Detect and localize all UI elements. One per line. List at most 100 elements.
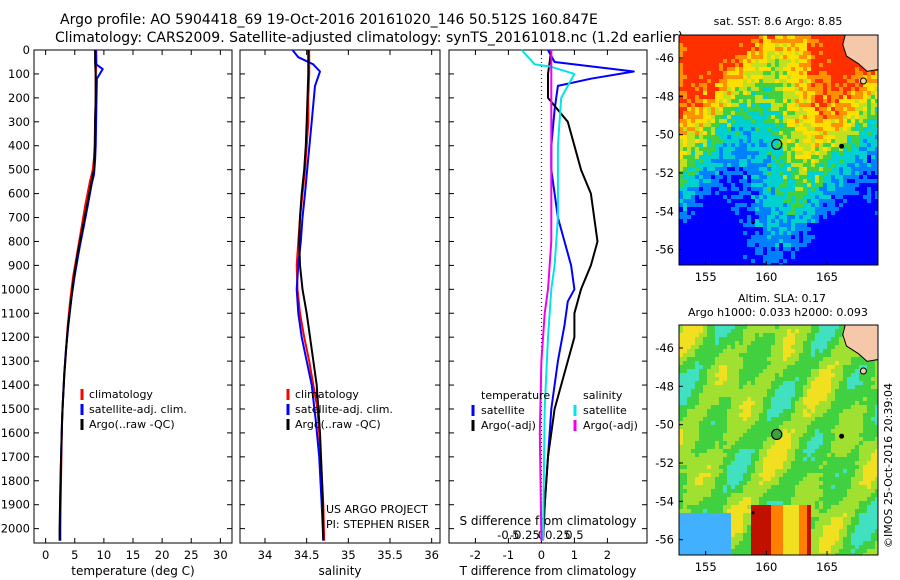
map-cell	[771, 405, 776, 410]
map-cell	[763, 259, 768, 264]
map-cell	[775, 99, 780, 104]
map-cell	[755, 251, 760, 256]
map-cell	[791, 59, 796, 64]
map-cell	[743, 481, 748, 486]
map-cell	[771, 35, 776, 40]
map-cell	[679, 211, 684, 216]
map-cell	[827, 421, 832, 426]
map-cell	[795, 159, 800, 164]
map-cell	[823, 47, 828, 52]
map-cell	[851, 473, 856, 478]
map-cell	[867, 131, 872, 136]
map-cell	[827, 325, 832, 330]
map-cell	[731, 135, 736, 140]
map-cell	[723, 95, 728, 100]
map-cell	[795, 195, 800, 200]
map-cell	[723, 119, 728, 124]
map-cell	[711, 409, 716, 414]
map-cell	[703, 433, 708, 438]
map-cell	[699, 453, 704, 458]
map-cell	[735, 163, 740, 168]
map-cell	[735, 461, 740, 466]
map-cell	[739, 381, 744, 386]
map-cell	[719, 115, 724, 120]
map-cell	[731, 473, 736, 478]
map-cell	[799, 39, 804, 44]
map-cell	[751, 457, 756, 462]
map-cell	[707, 345, 712, 350]
map-cell	[695, 163, 700, 168]
map-cell	[855, 385, 860, 390]
map-cell	[827, 107, 832, 112]
map-cell	[875, 477, 878, 482]
map-cell	[739, 433, 744, 438]
map-cell	[751, 409, 756, 414]
map-cell	[687, 215, 692, 220]
map-cell	[843, 183, 848, 188]
map-cell	[759, 75, 764, 80]
map-cell	[739, 211, 744, 216]
map-cell	[823, 131, 828, 136]
map-cell	[855, 247, 860, 252]
map-cell	[847, 457, 852, 462]
map-cell	[747, 429, 752, 434]
map-cell	[871, 421, 876, 426]
map-cell	[683, 115, 688, 120]
map-cell	[723, 91, 728, 96]
map-cell	[867, 207, 872, 212]
map-cell	[759, 259, 764, 264]
map-cell	[819, 123, 824, 128]
map-cell	[771, 239, 776, 244]
map-cell	[743, 119, 748, 124]
map-cell	[871, 231, 876, 236]
map-cell	[819, 361, 824, 366]
map-cell	[743, 191, 748, 196]
map-cell	[679, 341, 684, 346]
map-cell	[831, 39, 836, 44]
map-cell	[803, 405, 808, 410]
map-cell	[823, 103, 828, 108]
map-cell	[823, 469, 828, 474]
map-cell	[679, 333, 684, 338]
map-cell	[747, 349, 752, 354]
map-cell	[747, 235, 752, 240]
map-cell	[751, 59, 756, 64]
map-cell	[787, 155, 792, 160]
map-cell	[875, 223, 878, 228]
map-cell	[779, 405, 784, 410]
map-cell	[783, 175, 788, 180]
map-cell	[859, 127, 864, 132]
map-cell	[847, 175, 852, 180]
map-cell	[807, 203, 812, 208]
map-cell	[823, 457, 828, 462]
map-cell	[715, 59, 720, 64]
map-cell	[711, 481, 716, 486]
map-cell	[691, 95, 696, 100]
map-cell	[847, 401, 852, 406]
map-cell	[843, 103, 848, 108]
map-cell	[691, 235, 696, 240]
map-cell	[799, 215, 804, 220]
map-cell	[727, 445, 732, 450]
map-cell	[875, 417, 878, 422]
map-cell	[771, 75, 776, 80]
map-cell	[775, 461, 780, 466]
map-cell	[735, 107, 740, 112]
map-cell	[691, 135, 696, 140]
map-cell	[827, 393, 832, 398]
map-cell	[867, 477, 872, 482]
map-cell	[851, 413, 856, 418]
map-cell	[863, 95, 868, 100]
map-cell	[787, 333, 792, 338]
map-cell	[711, 453, 716, 458]
map-cell	[707, 389, 712, 394]
map-cell	[807, 373, 812, 378]
map-cell	[819, 489, 824, 494]
map-cell	[727, 477, 732, 482]
map-cell	[843, 99, 848, 104]
map-cell	[839, 75, 844, 80]
map-cell	[859, 477, 864, 482]
map-cell	[875, 199, 878, 204]
map-cell	[711, 191, 716, 196]
map-cell	[847, 405, 852, 410]
